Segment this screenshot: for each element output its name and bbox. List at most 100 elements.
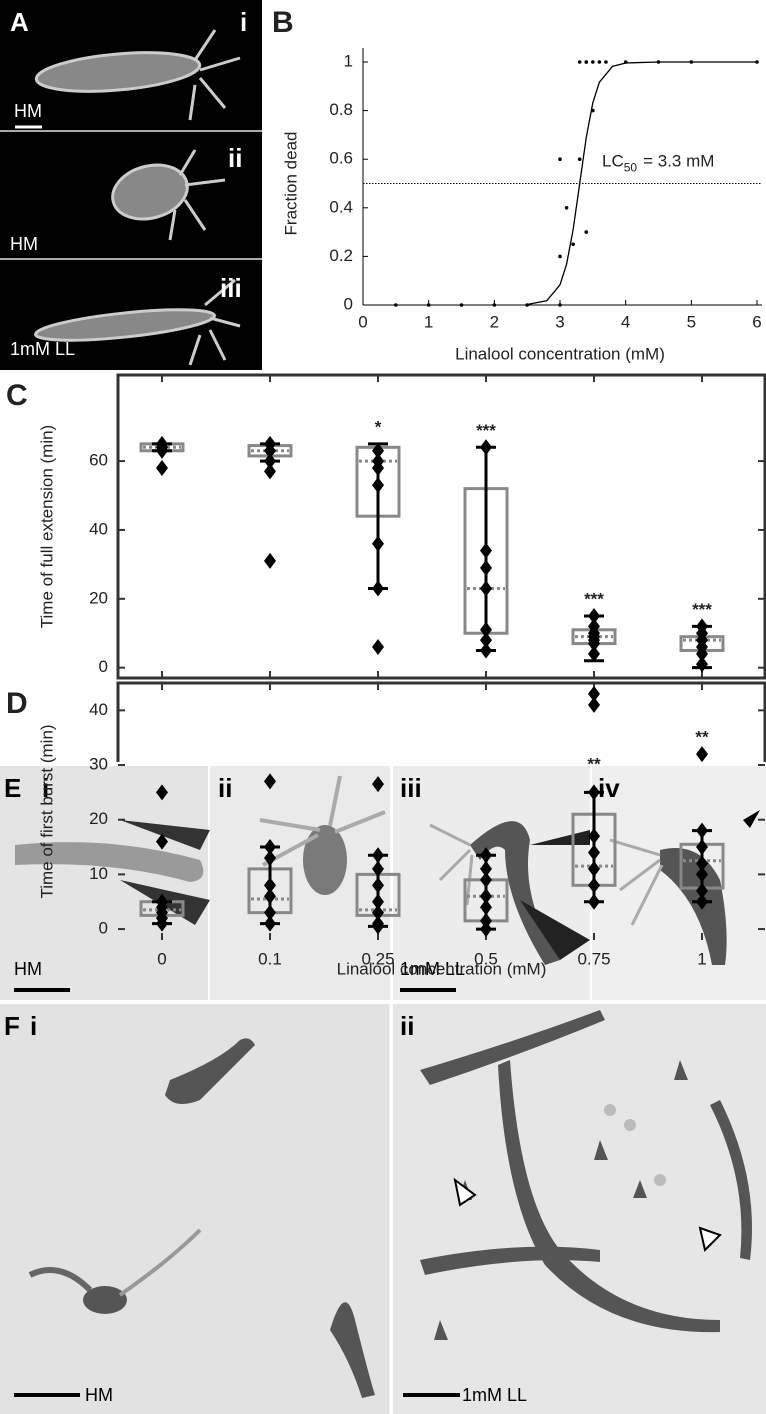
y-tick-label: 20 (89, 809, 108, 828)
y-tick-label: 0.2 (329, 246, 353, 265)
point (571, 242, 575, 247)
x-tick-label: 2 (490, 312, 499, 331)
data-point (156, 915, 168, 932)
hydra-images (33, 29, 241, 366)
data-point (264, 839, 276, 856)
y-tick-label: 20 (89, 588, 108, 607)
panel-letter: C (6, 379, 28, 412)
image-caption: HM (14, 101, 42, 121)
data-point (480, 888, 492, 905)
data-point (480, 899, 492, 916)
x-axis-label: Linalool concentration (mM) (455, 344, 665, 363)
image-numeral: iii (220, 273, 242, 303)
y-tick-label: 0.6 (329, 149, 353, 168)
y-axis-label: Fraction dead (281, 132, 300, 236)
significance-mark: * (375, 417, 382, 436)
x-tick-label: 1 (697, 949, 706, 968)
y-tick-label: 40 (89, 519, 108, 538)
data-point (264, 463, 276, 480)
data-point (696, 656, 708, 673)
data-point (156, 439, 168, 456)
y-tick-label: 0 (99, 657, 108, 676)
data-point (372, 442, 384, 459)
data-point (480, 439, 492, 456)
panel-letter: F (4, 1011, 20, 1041)
data-point (588, 828, 600, 845)
data-point (372, 847, 384, 864)
image-numeral: ii (218, 773, 232, 803)
data-point (696, 839, 708, 856)
data-point (264, 453, 276, 470)
image-caption: 1mM LL (462, 1385, 527, 1405)
x-tick-label: 0 (157, 949, 166, 968)
y-tick-label: 30 (89, 755, 108, 774)
data-point (480, 580, 492, 597)
data-point (588, 877, 600, 894)
data-point (588, 860, 600, 877)
data-point (588, 844, 600, 861)
frame-c (116, 373, 766, 680)
image-caption: 1mM LL (10, 339, 75, 359)
point (755, 60, 759, 64)
x-tick-label: 1 (424, 312, 433, 331)
data-point (264, 904, 276, 921)
image-caption: 1mM LL (400, 959, 465, 979)
annotation-suffix: = 3.3 mM (643, 152, 714, 171)
annotation-subscript: 50 (624, 161, 638, 175)
image-caption: HM (85, 1385, 113, 1405)
data-point (480, 621, 492, 638)
y-axis-label: Time of full extension (min) (37, 425, 56, 628)
data-point (372, 918, 384, 935)
image-numeral: ii (400, 1011, 414, 1041)
photo (210, 766, 390, 1000)
image-numeral: iii (400, 773, 422, 803)
data-point (372, 776, 384, 793)
point (564, 206, 569, 210)
image-numeral: i (240, 7, 247, 37)
data-point (480, 559, 492, 576)
y-axis-label: Time of first burst (min) (37, 724, 56, 898)
image-numeral: iv (598, 773, 620, 803)
annotation-text: LC (602, 152, 624, 171)
x-tick-label: 0.5 (474, 949, 498, 968)
data-point (156, 833, 168, 850)
y-tick-label: 40 (89, 700, 108, 719)
data-point (480, 542, 492, 559)
data-point (696, 893, 708, 910)
point (584, 60, 589, 64)
point (459, 303, 464, 307)
photo (393, 766, 590, 1000)
point (577, 157, 582, 161)
panel-letter: B (272, 6, 294, 39)
x-tick-label: 0.1 (258, 949, 282, 968)
panel-letter: D (6, 687, 28, 720)
data-point (588, 635, 600, 652)
point (558, 254, 562, 259)
arrowhead (453, 1177, 722, 1252)
data-point (696, 882, 708, 899)
data-point (480, 632, 492, 649)
y-tick-label: 0 (344, 294, 353, 313)
data-point (372, 639, 384, 656)
y-tick-label: 10 (89, 864, 108, 883)
image-caption: HM (14, 959, 42, 979)
data-point (588, 685, 600, 702)
data-point (372, 459, 384, 476)
photo-content (28, 1010, 752, 1398)
data-point (372, 860, 384, 877)
data-point (264, 888, 276, 905)
annotation: LC50 = 3.3 mM (602, 152, 714, 175)
significance-mark: ** (587, 755, 601, 774)
data-point (588, 608, 600, 625)
point (558, 157, 562, 161)
y-tick-label: 0.8 (329, 100, 353, 119)
point (591, 60, 595, 64)
x-tick-label: 5 (687, 312, 696, 331)
y-tick-label: 60 (89, 451, 108, 470)
significance-mark: ** (695, 728, 709, 747)
x-tick-label: 4 (621, 312, 630, 331)
x-tick-label: 6 (752, 312, 761, 331)
data-point (696, 866, 708, 883)
data-point (372, 877, 384, 894)
data-point (264, 849, 276, 866)
